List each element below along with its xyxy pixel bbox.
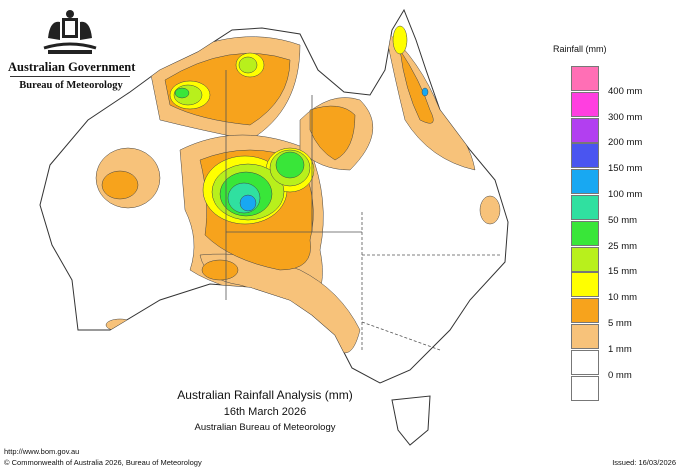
legend-label: 1 mm — [608, 343, 632, 355]
legend-swatch — [571, 246, 599, 272]
rain-100mm-area — [239, 87, 429, 212]
legend-label: 300 mm — [608, 111, 643, 123]
legend-label: 10 mm — [608, 292, 638, 304]
legend-swatch — [571, 169, 599, 195]
legend-swatch — [571, 272, 599, 298]
legend-label: 100 mm — [608, 189, 643, 200]
tasmania-outline — [391, 395, 431, 446]
legend-swatch — [571, 298, 599, 324]
legend-swatch — [571, 324, 599, 349]
legend-label: 50 mm — [608, 214, 638, 226]
map-date: 16th March 2026 — [223, 406, 307, 418]
legend-label: 400 mm — [608, 85, 643, 97]
copyright-notice: © Commonwealth of Australia 2026, Bureau… — [4, 458, 202, 467]
map-organisation: Australian Bureau of Meteorology — [194, 422, 336, 433]
bureau-title: Bureau of Meteorology — [19, 80, 123, 91]
legend-label: 0 mm — [608, 369, 632, 381]
agency-title: Australian Government — [8, 60, 136, 74]
legend-title: Rainfall (mm) — [553, 44, 607, 54]
map-title: Australian Rainfall Analysis (mm) — [177, 388, 353, 402]
legend-label: 200 mm — [608, 137, 643, 149]
legend-swatch — [571, 220, 599, 246]
legend-label: 150 mm — [608, 163, 643, 175]
state-border-vic — [361, 321, 441, 351]
coat-of-arms-icon — [43, 10, 97, 54]
legend-label: 15 mm — [608, 266, 638, 278]
logo-divider — [10, 76, 130, 77]
legend-swatch — [571, 91, 599, 117]
legend-label: 25 mm — [608, 240, 638, 252]
legend-swatch — [571, 375, 599, 401]
legend-swatch — [571, 349, 599, 375]
legend-swatch — [571, 143, 599, 169]
issued-date: Issued: 16/03/2026 — [612, 458, 676, 467]
legend-swatch — [571, 117, 599, 143]
website-url[interactable]: http://www.bom.gov.au — [4, 447, 80, 456]
legend-swatch — [571, 66, 599, 91]
legend-swatch — [571, 195, 599, 220]
legend-label: 5 mm — [608, 318, 632, 329]
